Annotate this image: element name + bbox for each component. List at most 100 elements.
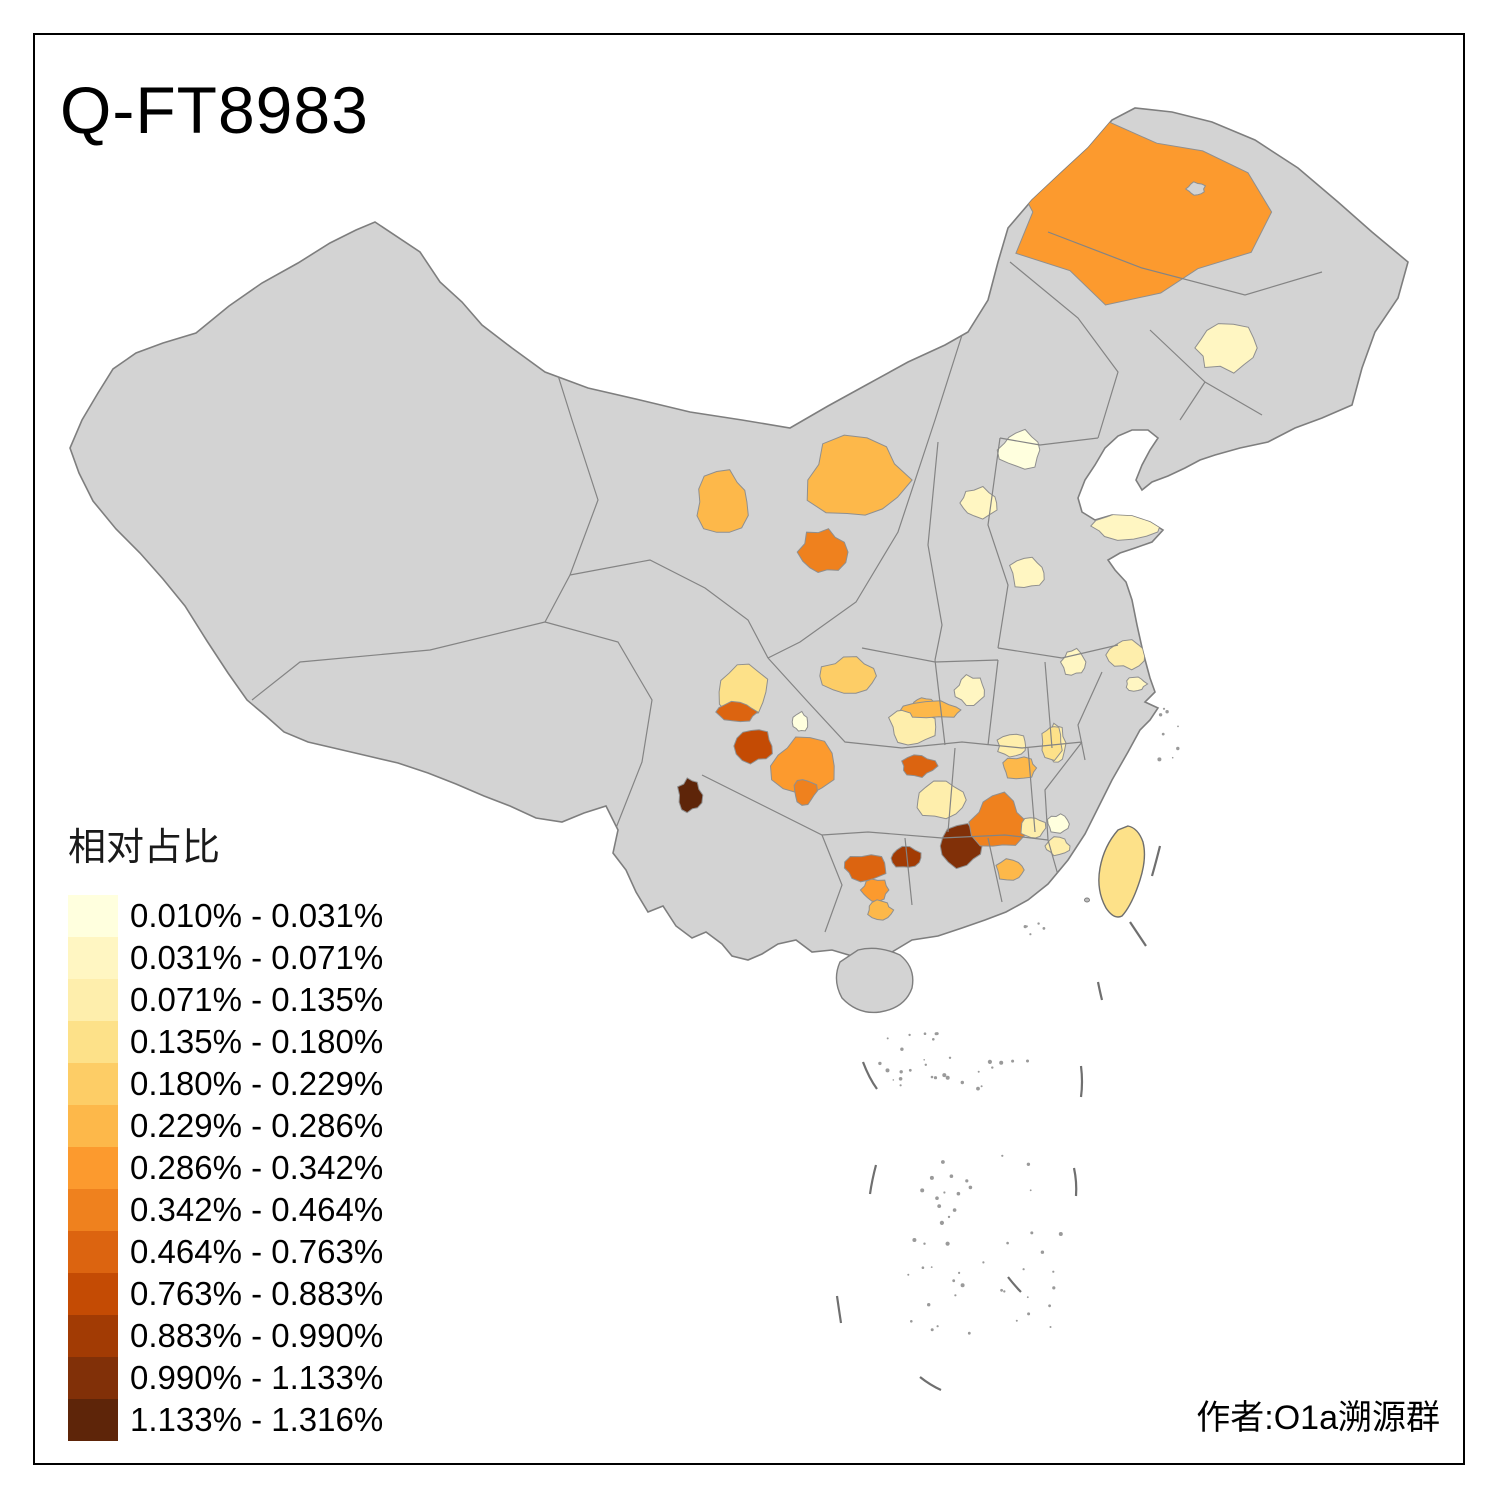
islet-dot [930, 1328, 934, 1332]
islet-dot [885, 1068, 890, 1073]
islet-dot [1157, 757, 1162, 762]
legend-label: 0.135% - 0.180% [130, 1023, 384, 1060]
legend-item: 1.133% - 1.316% [68, 1399, 383, 1441]
islet-dot [976, 1086, 980, 1091]
islet-dot [933, 1076, 938, 1080]
islet-dot [960, 1080, 964, 1085]
islet-dot [923, 1242, 926, 1245]
islet-dot [907, 1273, 910, 1276]
legend-item: 0.031% - 0.071% [68, 937, 383, 979]
islet-dot [960, 1283, 965, 1288]
legend-label: 0.071% - 0.135% [130, 981, 384, 1018]
legend-swatch [68, 979, 118, 1021]
islet-dot [977, 1070, 980, 1073]
islet-dot [1037, 922, 1040, 925]
islet-dot [1026, 1162, 1031, 1167]
islet-dot [1058, 1232, 1063, 1236]
legend-label: 0.990% - 1.133% [130, 1359, 384, 1396]
legend-item: 0.763% - 0.883% [68, 1273, 383, 1315]
islet-dot [1158, 713, 1163, 717]
islet-dot [1027, 1312, 1031, 1316]
islet-dot [924, 1063, 927, 1067]
map-region-r33-guangxi-north [859, 878, 890, 902]
legend-swatch [68, 1357, 118, 1399]
map-region-r11-neimeng-mid [806, 434, 913, 516]
legend-items: 0.010% - 0.031% 0.031% - 0.071% 0.071% - 0… [68, 895, 383, 1441]
map-region-r07b-jiangsu-west [1059, 647, 1087, 676]
islet-dot [1040, 1250, 1045, 1254]
islet-dot [900, 1047, 904, 1051]
map-region-r40-fujian-white [1046, 813, 1070, 834]
islet-dot [943, 1191, 946, 1194]
legend-label: 0.010% - 0.031% [130, 897, 384, 934]
islet-dot [1001, 1154, 1004, 1157]
legend-item: 0.135% - 0.180% [68, 1021, 383, 1063]
legend-item: 0.180% - 0.229% [68, 1063, 383, 1105]
islet-dot [908, 1068, 912, 1072]
map-region-r17-yaan-dark [733, 729, 773, 765]
islet-dot [958, 1271, 961, 1274]
islet-dot [935, 1196, 939, 1200]
islet-dot [1022, 1268, 1025, 1271]
islet-dot [949, 1174, 954, 1178]
islet-dot [965, 1179, 969, 1183]
map-region-r31-huaihua-dark [890, 845, 922, 868]
islet-dot [1048, 1304, 1051, 1308]
legend-title: 相对占比 [68, 827, 221, 869]
legend-label: 1.133% - 1.316% [130, 1401, 384, 1438]
islet-dot [1171, 756, 1174, 759]
legend-label: 0.464% - 0.763% [130, 1233, 384, 1270]
islet-dot [927, 1303, 931, 1307]
mainland-outline [69, 107, 1409, 993]
islet-dot [1026, 1296, 1029, 1299]
islet-dot [942, 1073, 947, 1078]
legend-swatch [68, 1273, 118, 1315]
islet-dot [1006, 1241, 1009, 1245]
islet-dot [930, 1266, 933, 1268]
sea-islets [878, 707, 1180, 1335]
map-region-r19-sichuan-south [769, 736, 835, 795]
legend-label: 0.763% - 0.883% [130, 1275, 384, 1312]
islet-dot [948, 1056, 952, 1060]
islet-dot [987, 1059, 993, 1064]
legend-swatch [68, 895, 118, 937]
penghu-islet [1084, 897, 1090, 903]
islet-dot [952, 1208, 957, 1212]
map-region-r27-hunan-north [1002, 756, 1038, 780]
map-region-r34-guangxi-mid [867, 899, 895, 921]
islet-dot [1052, 1270, 1055, 1273]
author-credit: 作者:O1a溯源群 [1196, 1399, 1440, 1437]
islet-dot [1026, 1059, 1029, 1063]
islet-dot [982, 1261, 985, 1264]
islet-dot [1030, 1231, 1034, 1235]
islet-dot [912, 1238, 917, 1242]
legend-label: 0.286% - 0.342% [130, 1149, 384, 1186]
map-region-r37-jiangxi-pale [1020, 817, 1047, 839]
islet-dot [941, 1160, 945, 1164]
islet-dot [923, 1032, 927, 1035]
islet-dot [968, 1185, 973, 1190]
map-region-r01-enclave [1184, 181, 1207, 196]
legend-label: 0.031% - 0.071% [130, 939, 384, 976]
map-region-r24-shiyan-pale [953, 673, 985, 707]
islet-dot [934, 1032, 938, 1036]
islet-dot [1052, 1286, 1056, 1290]
islet-dot [1000, 1288, 1003, 1292]
map-region-r04-shanxi [959, 485, 998, 520]
islet-dot [1011, 1059, 1015, 1063]
islet-dot [920, 1188, 925, 1193]
map-region-r15-hanzhong [819, 656, 877, 694]
legend-swatch [68, 1399, 118, 1441]
hainan-island [835, 947, 914, 1014]
islet-dot [932, 1038, 935, 1041]
map-region-r08-shanghai [1125, 676, 1149, 692]
islet-dot [1165, 710, 1169, 714]
map-region-r16-chengdu-pale [791, 710, 809, 732]
islet-dot [921, 1266, 925, 1269]
islet-dot [898, 1077, 903, 1081]
islet-dot [947, 1215, 951, 1219]
islet-dot [1029, 933, 1032, 936]
islet-dot [899, 1084, 902, 1087]
islet-dot [1161, 732, 1165, 736]
